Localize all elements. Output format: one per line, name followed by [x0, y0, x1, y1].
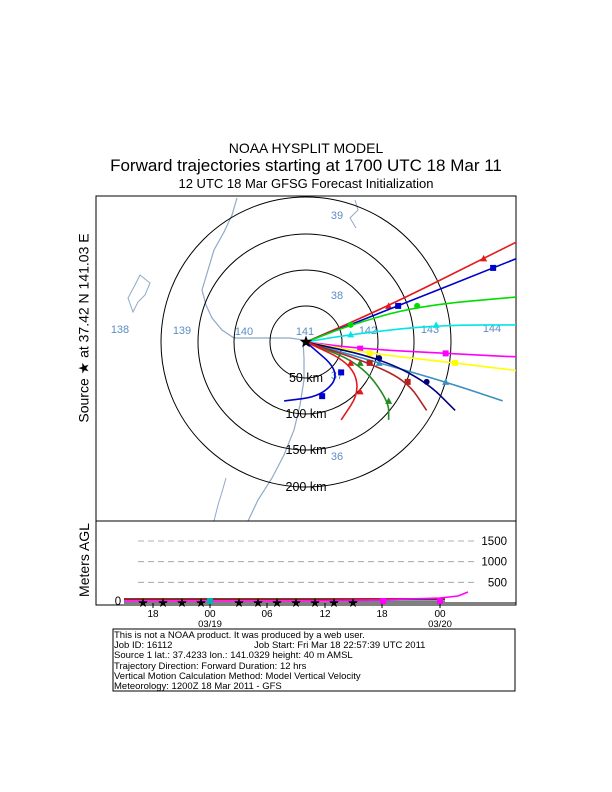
trajectory-marker	[385, 397, 393, 404]
trajectory-marker	[519, 293, 525, 299]
peninsula-outline	[349, 199, 359, 229]
coastline	[201, 197, 305, 521]
height-tick-label: 500	[488, 577, 507, 589]
trajectory-marker	[319, 393, 326, 400]
height-tick-label: 0	[115, 596, 121, 608]
bay-outline	[213, 477, 227, 521]
trajectory-marker	[375, 359, 383, 366]
range-ring-label: 50 km	[289, 371, 323, 385]
time-star-icon	[138, 598, 148, 608]
height-tick-label: 1000	[481, 557, 507, 569]
time-star-icon	[234, 598, 244, 608]
trajectory-marker	[432, 321, 440, 328]
lon-label: 144	[483, 323, 501, 335]
lat-label: 36	[331, 451, 343, 463]
range-ring	[197, 233, 415, 451]
time-tick-label: 06	[261, 609, 273, 620]
info-direction: Trajectory Direction: Forward Duration: …	[114, 660, 307, 672]
lon-label: 141	[296, 326, 314, 338]
height-marker	[207, 598, 213, 604]
trajectory-marker	[442, 350, 449, 357]
height-tick-label: 1500	[481, 536, 507, 548]
range-ring	[233, 269, 379, 415]
trajectory-marker	[347, 359, 355, 366]
lon-label: 139	[173, 325, 191, 337]
time-star-icon	[272, 598, 282, 608]
date-label: 03/20	[428, 619, 452, 630]
trajectory-line	[284, 341, 336, 402]
info-box-frame	[112, 628, 516, 692]
info-disclaimer: This is not a NOAA product. It was produ…	[114, 630, 365, 641]
trajectory-marker	[366, 359, 373, 366]
trajectory-line	[305, 324, 516, 343]
height-panel-frame	[95, 520, 517, 606]
trajectory-marker	[585, 227, 591, 233]
trajectory-marker	[385, 302, 393, 309]
time-tick-label: 00	[204, 609, 216, 620]
trajectory-line	[305, 241, 516, 343]
trajectory-marker	[356, 359, 364, 366]
time-star-icon	[348, 598, 358, 608]
trajectory-marker	[395, 302, 402, 309]
range-ring-label: 100 km	[286, 407, 327, 421]
sado-island-outline	[127, 274, 151, 314]
trajectory-line	[305, 296, 516, 343]
trajectory-marker	[480, 254, 488, 262]
info-source: Source 1 lat.: 37.4233 lon.: 141.0329 he…	[114, 650, 353, 662]
trajectory-marker	[490, 264, 497, 271]
info-vertical-method: Vertical Motion Calculation Method: Mode…	[114, 670, 361, 682]
trajectory-marker	[338, 369, 345, 376]
chart-forecast-info: 12 UTC 18 Mar GFSG Forecast Initializati…	[178, 176, 434, 191]
trajectory-marker	[537, 321, 544, 328]
time-star-icon	[158, 598, 168, 608]
info-box: This is not a NOAA product. It was produ…	[114, 630, 524, 692]
trajectory-marker	[376, 355, 383, 362]
trajectory-marker	[538, 355, 544, 361]
height-trace-rising	[124, 591, 469, 602]
range-ring	[160, 196, 452, 488]
time-star-icon	[329, 598, 339, 608]
trajectory-marker	[404, 378, 411, 385]
range-ring-label: 200 km	[286, 480, 327, 494]
trajectory-marker	[452, 359, 459, 366]
time-star-icon	[177, 598, 187, 608]
time-tick-label: 18	[376, 609, 388, 620]
lon-label: 142	[359, 325, 377, 337]
trajectory-marker	[347, 330, 355, 338]
chart-subtitle: Forward trajectories starting at 1700 UT…	[110, 156, 502, 175]
time-tick-label: 18	[147, 609, 159, 620]
trajectory-marker	[423, 378, 430, 385]
lat-label: 39	[331, 210, 343, 222]
time-star-icon	[310, 598, 320, 608]
time-star-icon	[196, 598, 206, 608]
time-tick-label: 00	[434, 609, 446, 620]
source-star-icon	[299, 335, 313, 348]
trajectory-marker	[356, 387, 364, 395]
time-star-icon	[291, 598, 301, 608]
time-star-icon	[253, 598, 263, 608]
info-meteorology: Meteorology: 1200Z 18 Mar 2011 - GFS	[114, 681, 282, 692]
chart-title: NOAA HYSPLIT MODEL	[228, 140, 384, 156]
info-job-id: Job ID: 16112	[114, 640, 173, 652]
info-job-start: Job Start: Fri Mar 18 22:57:39 UTC 2011	[254, 640, 426, 652]
lon-label: 140	[235, 326, 253, 338]
trajectory-marker	[357, 345, 364, 352]
map-frame	[95, 195, 517, 522]
trajectory-marker	[442, 378, 450, 385]
trajectory-marker	[366, 350, 373, 357]
trajectory-line	[305, 341, 516, 358]
lon-label: 138	[111, 324, 129, 336]
height-marker	[380, 598, 386, 604]
time-tick-label: 12	[319, 609, 331, 620]
trajectory-marker	[347, 321, 354, 328]
range-ring-label: 150 km	[286, 443, 327, 457]
lat-label: 38	[331, 290, 343, 302]
range-ring	[269, 305, 343, 379]
trajectory-marker	[414, 302, 421, 309]
trajectory-marker	[575, 207, 582, 214]
date-label: 03/19	[198, 619, 222, 630]
height-marker	[437, 598, 443, 604]
